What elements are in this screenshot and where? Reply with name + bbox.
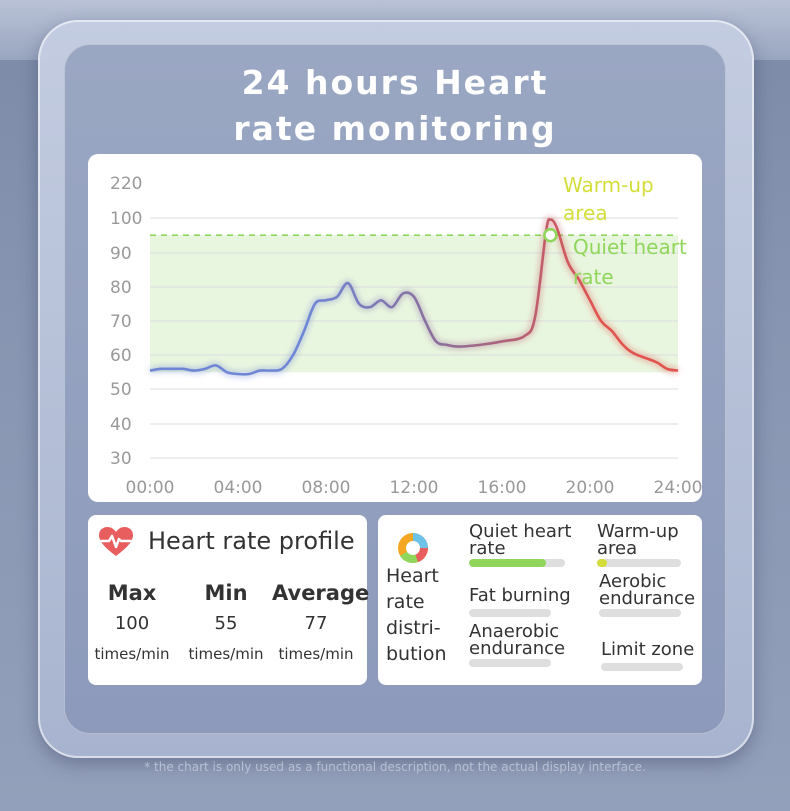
zone-anaerobic-endurance: Anaerobic endurance <box>469 623 579 667</box>
zone-name-line: Warm-up <box>597 521 679 542</box>
zone-fill <box>469 559 546 567</box>
zone-name-line: Quiet heart <box>469 521 572 542</box>
quiet-heart-rate-annotation: Quiet heart <box>573 235 687 259</box>
stat-label: Min <box>204 581 248 605</box>
heart-rate-distribution-card: Heart rate distri- bution Quiet heart ra… <box>378 515 702 685</box>
zone-name-line: rate <box>469 538 506 559</box>
y-tick-label: 40 <box>110 415 132 435</box>
zone-name: Aerobic endurance <box>599 571 699 609</box>
x-tick-label: 12:00 <box>390 478 439 498</box>
heart-pulse-icon <box>99 527 133 556</box>
zone-name-line: endurance <box>469 638 566 659</box>
zone-name: Anaerobic endurance <box>469 621 579 659</box>
heart-rate-line-chart: 220 100 90 80 70 60 50 40 30 00:00 04:00 08:00 12:00… <box>110 173 703 498</box>
stat-label: Max <box>107 581 157 605</box>
stat-value: 55 <box>214 613 238 634</box>
page-title: 24 hours Heart rate monitoring <box>64 60 726 152</box>
stat-label: Average <box>272 581 370 605</box>
stat-value: 100 <box>114 613 150 634</box>
x-tick-label: 24:00 <box>654 478 703 498</box>
x-tick-label: 08:00 <box>302 478 351 498</box>
zone-bar <box>469 609 551 617</box>
zone-name: Fat burning <box>469 585 581 606</box>
quiet-heart-rate-annotation: rate <box>573 265 614 289</box>
distribution-label-line: Heart <box>386 565 439 587</box>
x-tick-label: 16:00 <box>478 478 527 498</box>
zone-name-line: Aerobic <box>599 571 667 592</box>
zone-limit-zone: Limit zone <box>601 641 699 671</box>
zone-quiet-heart-rate: Quiet heart rate <box>469 523 577 567</box>
x-tick-label: 00:00 <box>126 478 175 498</box>
heart-rate-chart-card: 220 100 90 80 70 60 50 40 30 00:00 04:00 08:00 12:00… <box>88 154 702 502</box>
highlight-point <box>543 227 558 243</box>
stat-min: Min 55 times/min <box>182 581 270 663</box>
zone-name: Quiet heart rate <box>469 521 577 559</box>
zone-name-line: area <box>597 538 638 559</box>
y-tick-label: 220 <box>110 174 142 194</box>
heart-rate-line <box>149 218 679 376</box>
stat-max: Max 100 times/min <box>88 581 176 663</box>
y-tick-label: 60 <box>110 346 132 366</box>
x-tick-label: 04:00 <box>214 478 263 498</box>
zone-bar <box>469 559 565 567</box>
zone-name-line: endurance <box>599 588 696 609</box>
title-line-1: 24 hours Heart <box>241 63 549 102</box>
stat-value: 77 <box>304 613 328 634</box>
zone-name: Warm-up area <box>597 521 695 559</box>
footnote: * the chart is only used as a functional… <box>144 760 646 774</box>
zone-name-line: Limit zone <box>601 639 695 660</box>
heart-rate-profile-card: Heart rate profile Max 100 times/min Min… <box>88 515 370 685</box>
warm-up-annotation: Warm-up <box>563 173 654 197</box>
zone-fill <box>597 559 608 567</box>
zone-name: Limit zone <box>601 639 699 660</box>
y-tick-label: 90 <box>110 244 132 264</box>
title-line-2: rate monitoring <box>233 109 557 148</box>
zone-warm-up-area: Warm-up area <box>597 523 695 567</box>
zone-bar <box>599 609 681 617</box>
stat-unit: times/min <box>278 645 354 663</box>
profile-title: Heart rate profile <box>148 527 355 555</box>
y-tick-label: 100 <box>110 209 142 229</box>
zone-name-line: Anaerobic <box>469 621 560 642</box>
stat-average: Average 77 times/min <box>272 581 370 663</box>
y-tick-label: 50 <box>110 380 132 400</box>
distribution-label-line: bution <box>386 643 447 665</box>
zone-aerobic-endurance: Aerobic endurance <box>599 573 699 617</box>
distribution-label: Heart rate distri- bution <box>386 563 460 667</box>
distribution-label-line: rate <box>386 591 425 613</box>
y-tick-label: 70 <box>110 312 132 332</box>
zone-fat-burning: Fat burning <box>469 587 581 617</box>
pie-chart-icon <box>398 533 428 563</box>
zone-bar <box>469 659 551 667</box>
zone-name-line: Fat burning <box>469 585 571 606</box>
warm-up-annotation: area <box>563 201 608 225</box>
y-tick-label: 30 <box>110 449 132 469</box>
y-tick-label: 80 <box>110 278 132 298</box>
stat-unit: times/min <box>188 645 264 663</box>
zone-bar <box>597 559 681 567</box>
stat-unit: times/min <box>94 645 170 663</box>
distribution-label-line: distri- <box>386 617 441 639</box>
zone-bar <box>601 663 683 671</box>
x-tick-label: 20:00 <box>566 478 615 498</box>
